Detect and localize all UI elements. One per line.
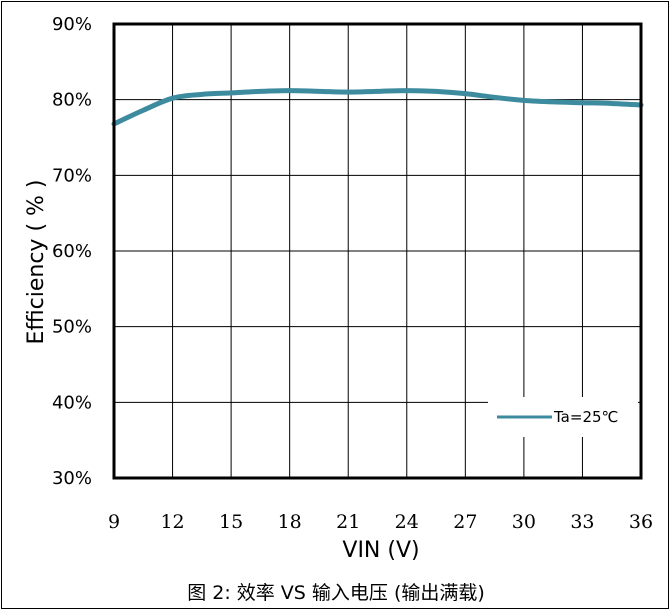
y-tick-label: 80% — [52, 90, 92, 111]
legend: Ta=25℃ — [488, 397, 638, 437]
x-tick-label: 36 — [629, 511, 653, 533]
y-tick-label: 50% — [52, 317, 92, 338]
x-axis-label: VIN (V) — [342, 538, 419, 563]
y-tick-label: 90% — [52, 14, 92, 35]
x-tick-label: 30 — [512, 511, 536, 533]
x-tick-label: 18 — [278, 511, 302, 533]
y-tick-label: 30% — [52, 468, 92, 489]
legend-label: Ta=25℃ — [553, 408, 618, 426]
y-tick-label: 60% — [52, 241, 92, 262]
x-tick-label: 33 — [570, 511, 594, 533]
figure-caption: 图 2: 效率 VS 输入电压 (输出满载) — [187, 582, 485, 604]
x-tick-label: 9 — [108, 511, 120, 533]
x-tick-label: 12 — [160, 511, 184, 533]
efficiency-chart: 30% 40% 50% 60% 70% 80% 90% 9 12 15 18 21 24 27 30 33 3… — [24, 14, 653, 563]
y-axis-label: Efficiency ( % ) — [24, 179, 49, 344]
series-group — [111, 88, 644, 127]
y-tick-label: 70% — [52, 165, 92, 186]
series-line-0 — [111, 88, 644, 127]
x-tick-label: 24 — [395, 511, 419, 533]
plot-border — [112, 22, 643, 480]
x-tick-label: 15 — [219, 511, 243, 533]
y-tick-labels: 30% 40% 50% 60% 70% 80% 90% — [52, 14, 92, 489]
x-tick-labels: 9 12 15 18 21 24 27 30 33 36 — [108, 511, 653, 533]
x-tick-label: 21 — [336, 511, 360, 533]
y-tick-label: 40% — [52, 392, 92, 413]
x-tick-label: 27 — [453, 511, 477, 533]
